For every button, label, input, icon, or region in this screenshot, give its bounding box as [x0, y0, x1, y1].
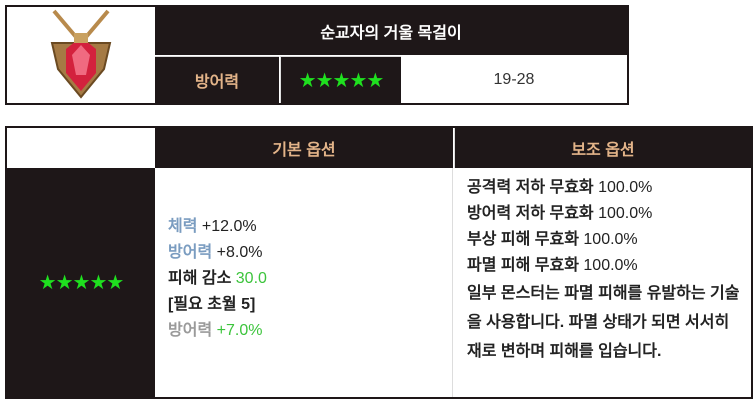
item-image-cell — [7, 7, 155, 103]
basic-option: 피해 감소 30.0 — [168, 270, 267, 287]
sub-option: 파멸 피해 무효화 100.0% — [467, 257, 638, 274]
stat-value: 19-28 — [493, 70, 535, 88]
ruby-pendant-necklace-icon — [50, 9, 112, 99]
item-name: 순교자의 거울 목걸이 — [155, 7, 627, 55]
options-grade-stars: ★★★★★ — [7, 168, 155, 397]
basic-option: 체력 +12.0% — [168, 218, 257, 235]
sub-option: 공격력 저하 무효화 100.0% — [467, 179, 653, 196]
basic-options-list: 체력 +12.0% 방어력 +8.0% 피해 감소 30.0 [필요 초월 5]… — [155, 168, 453, 397]
basic-option: 방어력 +8.0% — [168, 244, 263, 261]
sub-option: 부상 피해 무효화 100.0% — [467, 231, 638, 248]
options-table: 기본 옵션 보조 옵션 ★★★★★ 체력 +12.0% 방어력 +8.0% 피해… — [5, 126, 753, 399]
sub-options-header: 보조 옵션 — [454, 128, 751, 168]
grade-stars: ★★★★★ — [280, 56, 401, 103]
blank-header-cell — [7, 128, 155, 168]
stat-label: 방어력 — [155, 56, 279, 103]
sub-options-list: 공격력 저하 무효화 100.0% 방어력 저하 무효화 100.0% 부상 피… — [454, 168, 751, 397]
basic-options-header: 기본 옵션 — [155, 128, 453, 168]
sub-option: 방어력 저하 무효화 100.0% — [467, 205, 653, 222]
sub-option-description: 일부 몬스터는 파멸 피해를 유발하는 기술을 사용합니다. 파멸 상태가 되면… — [467, 285, 740, 360]
item-header-table: 순교자의 거울 목걸이 방어력 ★★★★★ 19-28 — [5, 5, 629, 105]
basic-option: 방어력 +7.0% — [168, 322, 263, 339]
requirement: [필요 초월 5] — [168, 296, 256, 313]
